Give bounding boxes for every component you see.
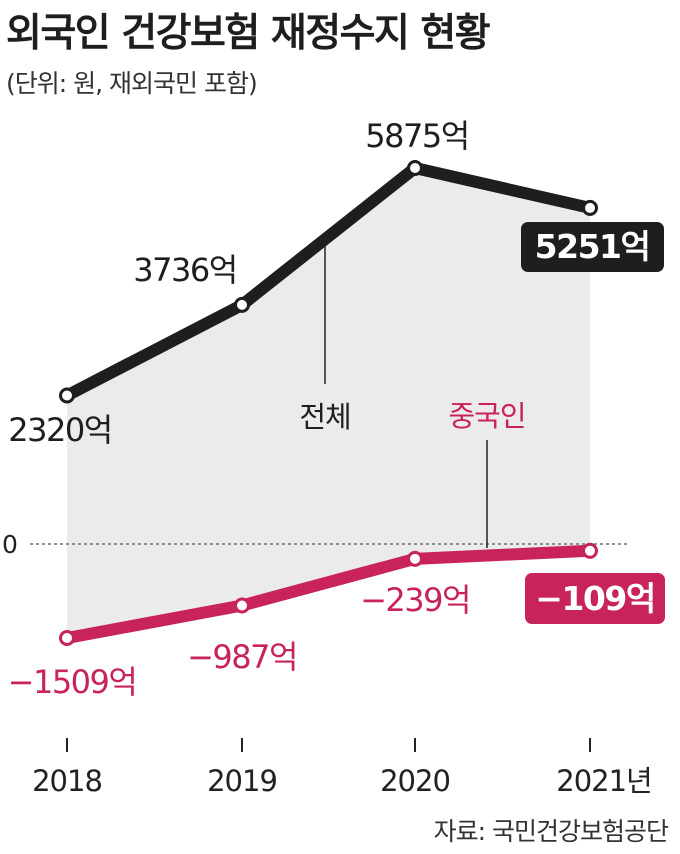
series-name: 중국인 xyxy=(448,399,525,433)
x-tick-label: 2018 xyxy=(32,764,102,798)
data-label: −1509억 xyxy=(8,663,137,701)
series-line-1 xyxy=(61,544,596,644)
data-point xyxy=(234,597,250,614)
data-label: 3736억 xyxy=(133,251,236,289)
data-label: 2320억 xyxy=(8,411,111,449)
source-note: 자료: 국민건강보험공단 xyxy=(433,817,669,846)
data-point xyxy=(407,550,423,567)
data-label-box xyxy=(525,573,665,624)
x-tick-label: 2020 xyxy=(380,764,450,798)
data-label: 5875억 xyxy=(365,117,468,155)
x-tick-label: 2019 xyxy=(207,764,277,798)
shaded-area xyxy=(67,168,590,638)
chart-subtitle: (단위: 원, 재외국민 포함) xyxy=(6,69,258,98)
data-point xyxy=(407,160,423,176)
data-label: −239억 xyxy=(360,581,470,619)
series-name: 전체 xyxy=(299,400,350,434)
chart-title: 외국인 건강보험 재정수지 현황 xyxy=(6,11,491,56)
data-point xyxy=(234,296,250,313)
series-line-0 xyxy=(61,162,596,402)
data-label: −109억 xyxy=(535,579,654,618)
data-label: −987억 xyxy=(187,638,297,676)
data-point xyxy=(582,542,598,559)
zero-tick-label: 0 xyxy=(2,530,18,559)
data-point xyxy=(59,630,75,646)
data-point xyxy=(582,199,598,216)
data-label: 5251억 xyxy=(535,227,650,266)
x-tick-label: 2021년 xyxy=(556,764,651,798)
data-point xyxy=(59,387,75,404)
data-label-box xyxy=(521,222,664,272)
